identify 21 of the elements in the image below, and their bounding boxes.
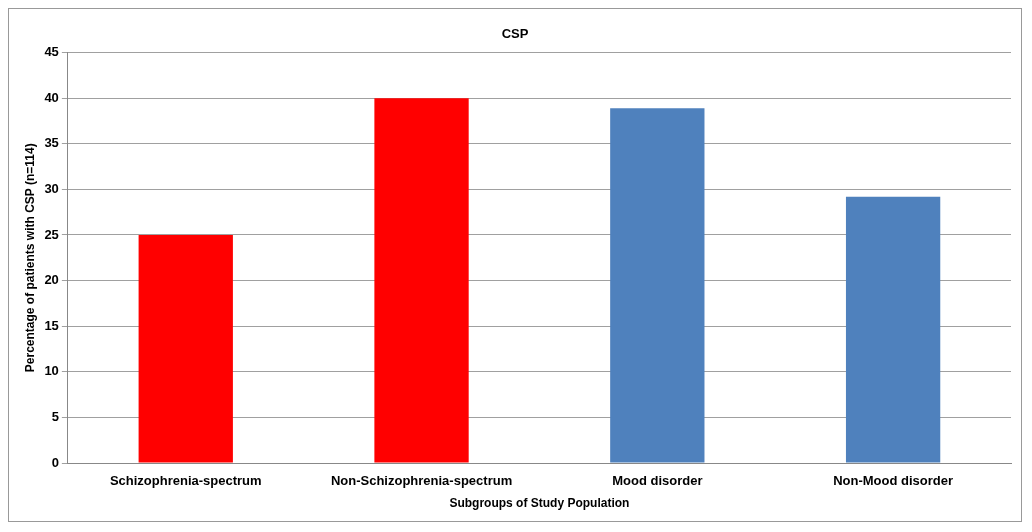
y-tick-label: 30 [44, 180, 59, 196]
y-tick-label: 45 [44, 44, 59, 60]
y-tick-label: 25 [44, 226, 59, 242]
bar [845, 196, 941, 463]
y-tick-label: 35 [44, 135, 59, 151]
y-tick-label: 10 [44, 363, 59, 379]
x-axis-title: Subgroups of Study Population [449, 496, 630, 511]
y-tick-label: 20 [44, 272, 59, 288]
x-tick-label: Schizophrenia-spectrum [109, 473, 262, 489]
y-tick-label: 15 [44, 317, 59, 333]
x-tick-label: Non-Schizophrenia-spectrum [330, 473, 513, 489]
y-tick-label: 5 [51, 408, 59, 424]
y-axis-title: Percentage of patients with CSP (n=114) [22, 143, 37, 373]
bar [374, 98, 469, 463]
y-tick-label: 0 [51, 454, 59, 470]
y-tick-label: 40 [44, 89, 59, 105]
bar [610, 108, 705, 463]
bar [138, 235, 233, 463]
x-tick-label: Mood disorder [612, 473, 703, 489]
chart-title: CSP [501, 26, 529, 42]
x-tick-label: Non-Mood disorder [833, 473, 954, 489]
